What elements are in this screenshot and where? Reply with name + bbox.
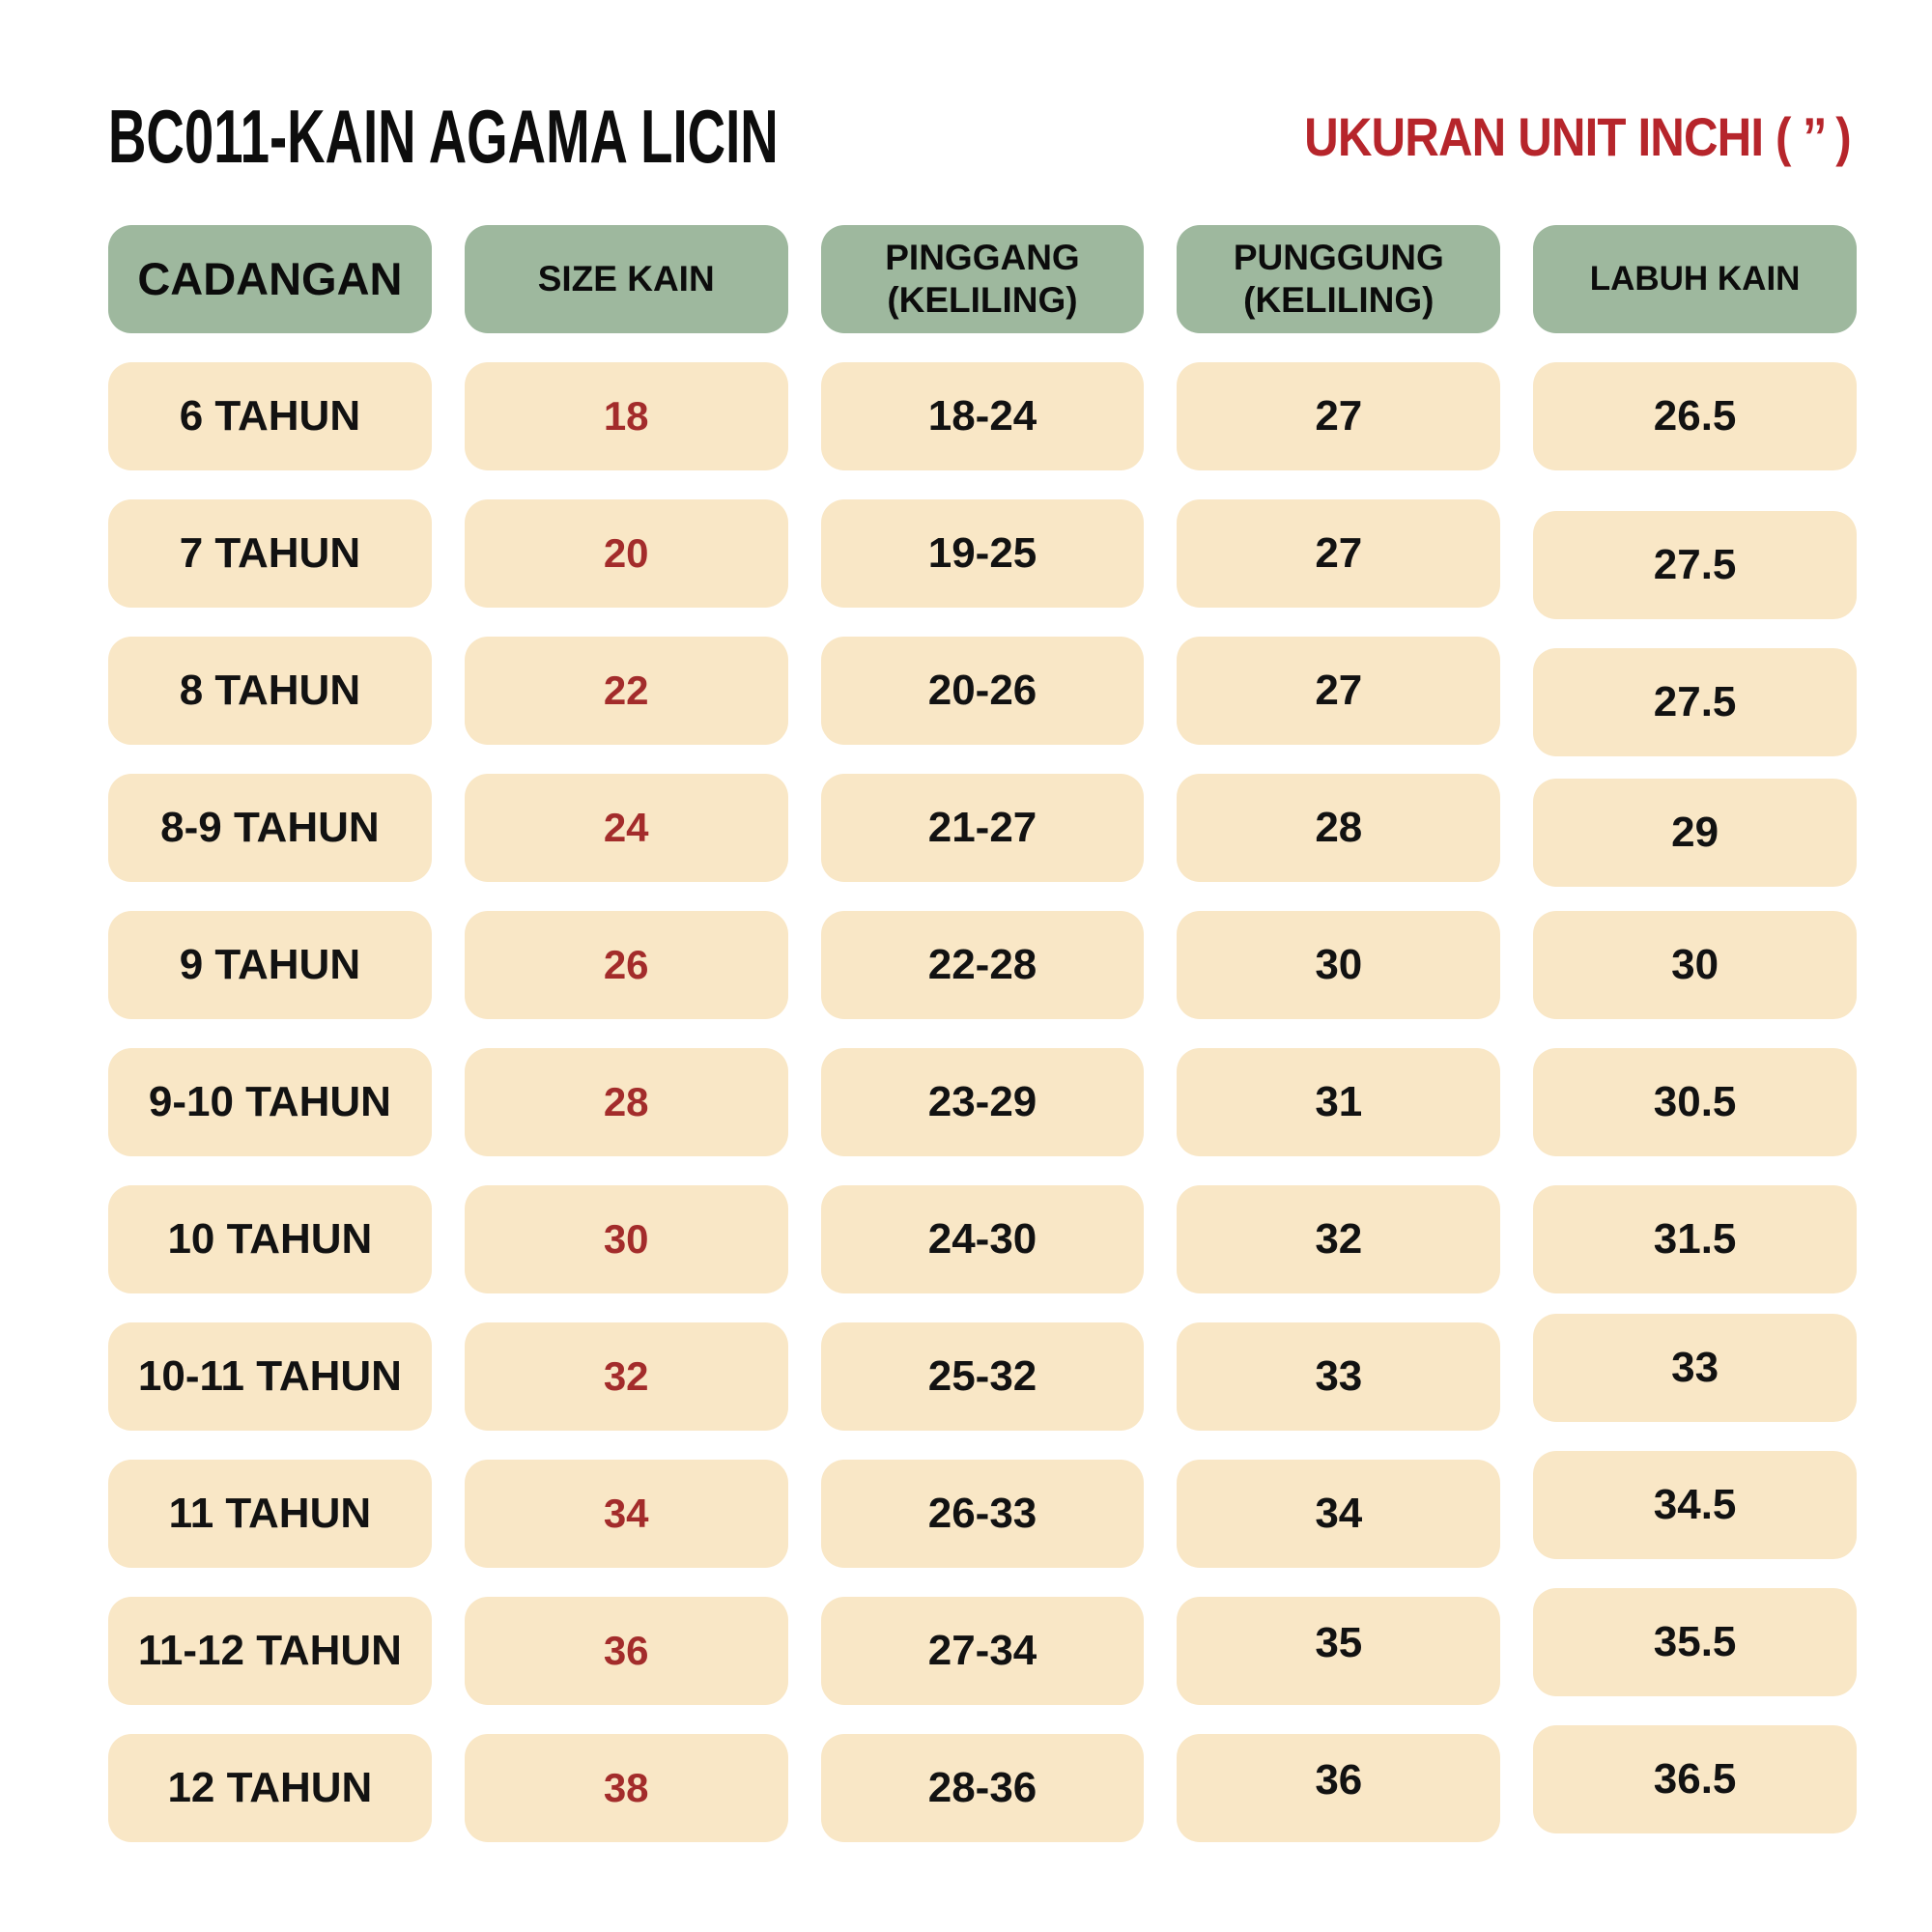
- cadangan-cell: 12 TAHUN: [108, 1734, 432, 1842]
- pinggang-cell: 20-26: [820, 637, 1145, 745]
- punggung-cell: 35: [1177, 1597, 1501, 1705]
- labuh-kain-cell: 29: [1533, 779, 1857, 887]
- punggung-cell: 34: [1177, 1460, 1501, 1568]
- punggung-cell: 31: [1177, 1048, 1501, 1156]
- pinggang-cell: 19-25: [820, 499, 1145, 608]
- punggung-value: 34: [1315, 1489, 1363, 1537]
- punggung-cell: 32: [1177, 1185, 1501, 1293]
- labuh-kain-cell: 31.5: [1533, 1185, 1857, 1293]
- size-kain-cell: 22: [464, 637, 788, 745]
- cadangan-cell: 8-9 TAHUN: [108, 774, 432, 882]
- labuh-kain-cell: 36.5: [1533, 1725, 1857, 1833]
- pinggang-cell: 18-24: [820, 362, 1145, 470]
- punggung-cell: 36: [1177, 1734, 1501, 1842]
- punggung-value: 33: [1315, 1351, 1363, 1400]
- size-kain-cell: 36: [464, 1597, 788, 1705]
- pinggang-cell: 27-34: [820, 1597, 1145, 1705]
- column-header: SIZE KAIN: [464, 225, 788, 333]
- punggung-cell: 27: [1177, 362, 1501, 470]
- page-title: BC011-KAIN AGAMA LICIN: [108, 93, 779, 179]
- cadangan-cell: 7 TAHUN: [108, 499, 432, 608]
- cadangan-cell: 11 TAHUN: [108, 1460, 432, 1568]
- cadangan-cell: 9 TAHUN: [108, 911, 432, 1019]
- unit-label: UKURAN UNIT INCHI ( ’’ ): [1304, 105, 1852, 167]
- punggung-value: 28: [1315, 803, 1363, 851]
- punggung-value: 27: [1315, 528, 1363, 577]
- cadangan-cell: 8 TAHUN: [108, 637, 432, 745]
- pinggang-cell: 26-33: [820, 1460, 1145, 1568]
- size-kain-cell: 26: [464, 911, 788, 1019]
- labuh-kain-cell: 30: [1533, 911, 1857, 1019]
- size-kain-cell: 24: [464, 774, 788, 882]
- punggung-cell: 30: [1177, 911, 1501, 1019]
- punggung-value: 35: [1315, 1618, 1363, 1666]
- column-header: CADANGAN: [108, 225, 432, 333]
- punggung-value: 32: [1315, 1214, 1363, 1263]
- labuh-kain-cell: 27.5: [1533, 648, 1857, 756]
- cadangan-cell: 11-12 TAHUN: [108, 1597, 432, 1705]
- size-kain-cell: 34: [464, 1460, 788, 1568]
- size-kain-cell: 32: [464, 1322, 788, 1431]
- punggung-cell: 27: [1177, 637, 1501, 745]
- size-kain-cell: 28: [464, 1048, 788, 1156]
- size-kain-cell: 38: [464, 1734, 788, 1842]
- cadangan-cell: 9-10 TAHUN: [108, 1048, 432, 1156]
- labuh-kain-cell: 27.5: [1533, 511, 1857, 619]
- size-kain-cell: 20: [464, 499, 788, 608]
- punggung-value: 36: [1315, 1755, 1363, 1804]
- punggung-value: 27: [1315, 666, 1363, 714]
- pinggang-cell: 23-29: [820, 1048, 1145, 1156]
- punggung-cell: 27: [1177, 499, 1501, 608]
- punggung-cell: 28: [1177, 774, 1501, 882]
- labuh-kain-cell: 34.5: [1533, 1451, 1857, 1559]
- pinggang-cell: 24-30: [820, 1185, 1145, 1293]
- size-kain-cell: 30: [464, 1185, 788, 1293]
- cadangan-cell: 10-11 TAHUN: [108, 1322, 432, 1431]
- punggung-cell: 33: [1177, 1322, 1501, 1431]
- punggung-value: 30: [1315, 940, 1363, 988]
- labuh-kain-cell: 35.5: [1533, 1588, 1857, 1696]
- pinggang-cell: 22-28: [820, 911, 1145, 1019]
- pinggang-cell: 21-27: [820, 774, 1145, 882]
- cadangan-cell: 6 TAHUN: [108, 362, 432, 470]
- pinggang-cell: 25-32: [820, 1322, 1145, 1431]
- pinggang-cell: 28-36: [820, 1734, 1145, 1842]
- size-kain-cell: 18: [464, 362, 788, 470]
- punggung-value: 31: [1315, 1077, 1363, 1125]
- column-header: PINGGANG (KELILING): [820, 225, 1145, 333]
- labuh-kain-cell: 30.5: [1533, 1048, 1857, 1156]
- column-header: PUNGGUNG (KELILING): [1177, 225, 1501, 333]
- punggung-value: 27: [1315, 391, 1363, 440]
- column-header: LABUH KAIN: [1533, 225, 1857, 333]
- cadangan-cell: 10 TAHUN: [108, 1185, 432, 1293]
- labuh-kain-cell: 33: [1533, 1314, 1857, 1422]
- page-header: BC011-KAIN AGAMA LICIN UKURAN UNIT INCHI…: [108, 93, 1852, 180]
- size-table: CADANGAN SIZE KAIN PINGGANG (KELILING) PUNG…: [108, 225, 1857, 1842]
- labuh-kain-cell: 26.5: [1533, 362, 1857, 470]
